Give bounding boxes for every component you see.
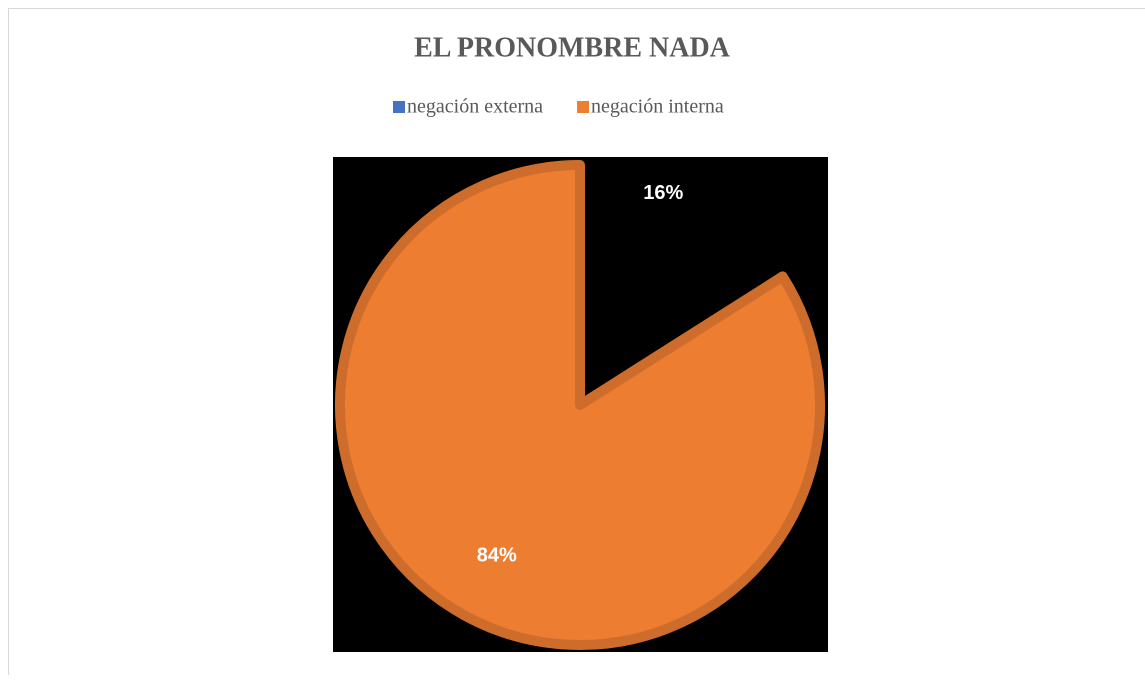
legend-swatch [577,101,589,113]
legend-label: negación externa [407,96,543,118]
chart-title: EL PRONOMBRE NADA [414,32,731,63]
data-label: 16% [643,182,683,204]
legend-label: negación interna [591,96,724,118]
slices: 16% 84% [340,165,820,645]
legend-swatch [393,101,405,113]
data-label: 84% [477,545,517,567]
